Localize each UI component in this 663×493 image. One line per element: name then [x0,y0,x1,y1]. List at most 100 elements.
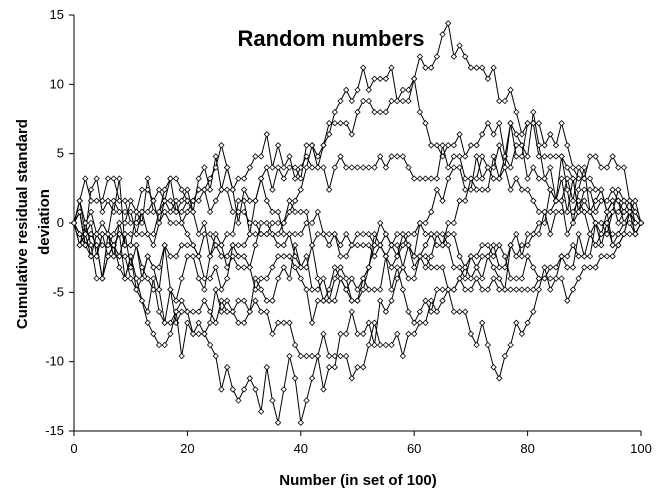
data-point [371,230,378,238]
data-point [462,175,469,182]
data-point [603,253,611,260]
data-point [337,97,344,105]
data-point [252,230,259,238]
data-point [297,352,304,360]
data-point [507,286,514,293]
data-point [456,131,463,138]
data-point [252,153,259,160]
data-point [450,142,458,149]
data-point [518,286,526,293]
data-point [473,253,480,260]
data-point [479,253,486,260]
data-point [252,286,259,293]
data-point [325,120,333,127]
data-point [371,341,378,349]
data-point [348,97,355,105]
data-point [331,120,338,127]
data-point [456,197,463,204]
data-point [547,264,554,271]
data-point [598,253,605,260]
data-point [144,175,151,182]
data-point [507,86,514,94]
data-point [354,242,361,249]
data-point [541,208,548,216]
data-point [490,64,497,71]
data-point [116,175,123,182]
data-point [354,297,361,304]
data-point [564,253,571,260]
data-point [263,297,270,304]
data-point [620,219,628,227]
data-point [127,219,134,227]
data-point [609,208,616,216]
data-point [155,286,163,293]
data-point [291,164,299,171]
data-point [178,275,185,282]
data-point [303,264,310,271]
data-point [167,219,174,227]
data-point [479,64,486,71]
data-point [530,230,537,238]
data-point [524,253,531,260]
data-point [189,208,197,216]
data-point [439,264,446,271]
data-point [99,275,106,282]
data-point [263,164,270,171]
data-point [348,297,355,304]
data-point [178,208,185,216]
data-point [422,319,429,326]
data-point [371,286,378,293]
data-point [564,208,571,216]
data-point [297,186,304,193]
data-point [280,219,287,227]
data-point [365,341,372,349]
data-point [360,286,367,293]
data-point [325,297,333,304]
data-point [422,175,429,182]
data-point [206,308,214,315]
data-point [467,286,475,293]
data-point [172,253,180,260]
data-point [150,197,157,204]
data-point [598,242,605,249]
data-point [308,242,316,249]
data-point [348,242,355,249]
data-point [337,352,344,360]
data-point [490,175,497,182]
data-point [308,142,316,149]
data-point [484,253,492,260]
data-point [547,153,554,160]
data-point [308,375,316,382]
data-point [399,230,407,238]
data-point [484,164,492,171]
data-point [325,230,333,238]
data-point [212,230,219,238]
data-point [365,164,372,171]
data-point [252,242,259,249]
data-point [218,142,225,149]
data-point [150,208,157,216]
data-point [484,186,492,193]
data-point [433,142,441,149]
x-tick-label: 80 [520,441,534,456]
data-point [257,153,265,160]
data-point [371,164,378,171]
data-point [496,286,503,293]
data-point [291,375,299,382]
data-point [257,308,265,315]
data-point [229,186,236,193]
data-point [99,242,106,249]
data-point [280,253,287,260]
data-point [93,275,100,282]
data-point [280,386,287,393]
data-point [416,175,424,182]
data-point [348,131,355,138]
data-point [360,97,367,105]
data-point [133,219,140,227]
data-point [371,253,378,260]
data-point [615,164,622,171]
y-tick-label: 5 [57,146,64,161]
data-point [331,264,338,271]
data-point [411,175,418,182]
data-point [473,175,480,182]
